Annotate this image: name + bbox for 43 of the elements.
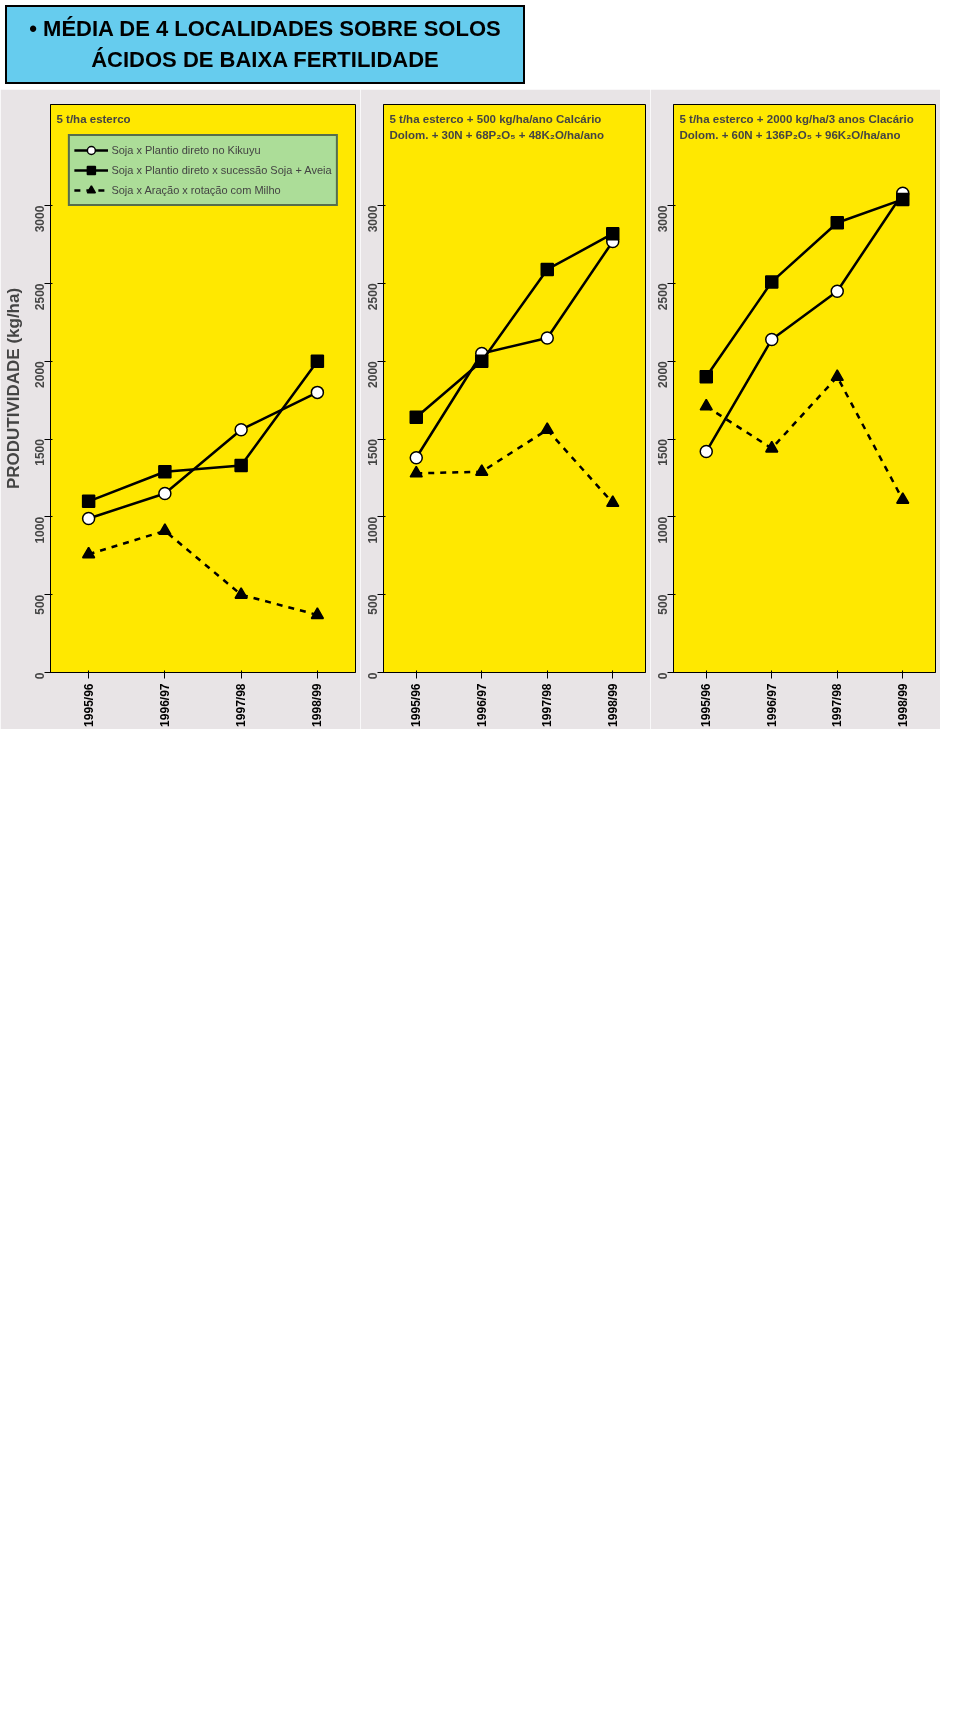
y-tick-label: 1500 (656, 438, 670, 466)
x-tick-label: 1998/99 (605, 683, 620, 727)
y-tick-label: 1000 (656, 516, 670, 544)
y-tick-label: 0 (656, 672, 670, 680)
x-tick-label: 1996/97 (764, 683, 779, 727)
y-tick-label: 3000 (656, 205, 670, 233)
x-tick-label: 1996/97 (474, 683, 489, 727)
y-tick-label: 3000 (33, 205, 47, 233)
x-tick-label: 1995/96 (81, 683, 96, 727)
y-tick-label: 2000 (366, 360, 380, 388)
x-tick-label: 1997/98 (540, 683, 555, 727)
annotation: Dolom. + 60N + 136P₂O₅ + 96K₂O/ha/ano (679, 128, 901, 141)
x-tick-label: 1997/98 (234, 683, 249, 727)
y-tick-label: 3000 (366, 205, 380, 233)
x-tick-label: 1995/96 (409, 683, 424, 727)
annotation: Dolom. + 30N + 68P₂O₅ + 48K₂O/ha/ano (389, 128, 605, 141)
annotation: 5 t/ha esterco (56, 112, 131, 125)
chart-title: • MÉDIA DE 4 LOCALIDADES SOBRE SOLOS ÁCIDOS DE BAIXA FERTILIDADE (28, 15, 502, 75)
legend-label: Soja x Plantio direto no Kikuyu (111, 143, 261, 156)
annotation: 5 t/ha esterco + 500 kg/ha/ano Calcário (389, 112, 602, 125)
y-tick-label: 1500 (366, 438, 380, 466)
y-tick-label: 0 (366, 672, 380, 680)
legend-label: Soja x Aração x rotação com Milho (111, 183, 281, 196)
y-tick-label: 0 (33, 672, 47, 680)
y-tick-label: 2500 (656, 282, 670, 310)
x-tick-label: 1997/98 (830, 683, 845, 727)
y-axis-title: PRODUTIVIDADE (kg/ha) (3, 287, 23, 489)
y-tick-label: 1500 (33, 438, 47, 466)
y-tick-label: 2000 (656, 360, 670, 388)
y-tick-label: 1000 (366, 516, 380, 544)
x-tick-label: 1995/96 (699, 683, 714, 727)
legend-label: Soja x Plantio direto x sucessão Soja + Aveia (111, 163, 332, 176)
y-tick-label: 1000 (33, 516, 47, 544)
y-tick-label: 2500 (33, 282, 47, 310)
y-tick-label: 2500 (366, 282, 380, 310)
x-tick-label: 1996/97 (157, 683, 172, 727)
annotation: 5 t/ha esterco + 2000 kg/ha/3 anos Clacário (679, 112, 914, 125)
x-tick-label: 1998/99 (895, 683, 910, 727)
x-tick-label: 1998/99 (310, 683, 325, 727)
y-tick-label: 500 (366, 594, 380, 615)
y-tick-label: 500 (656, 594, 670, 615)
y-tick-label: 2000 (33, 360, 47, 388)
y-tick-label: 500 (33, 594, 47, 615)
